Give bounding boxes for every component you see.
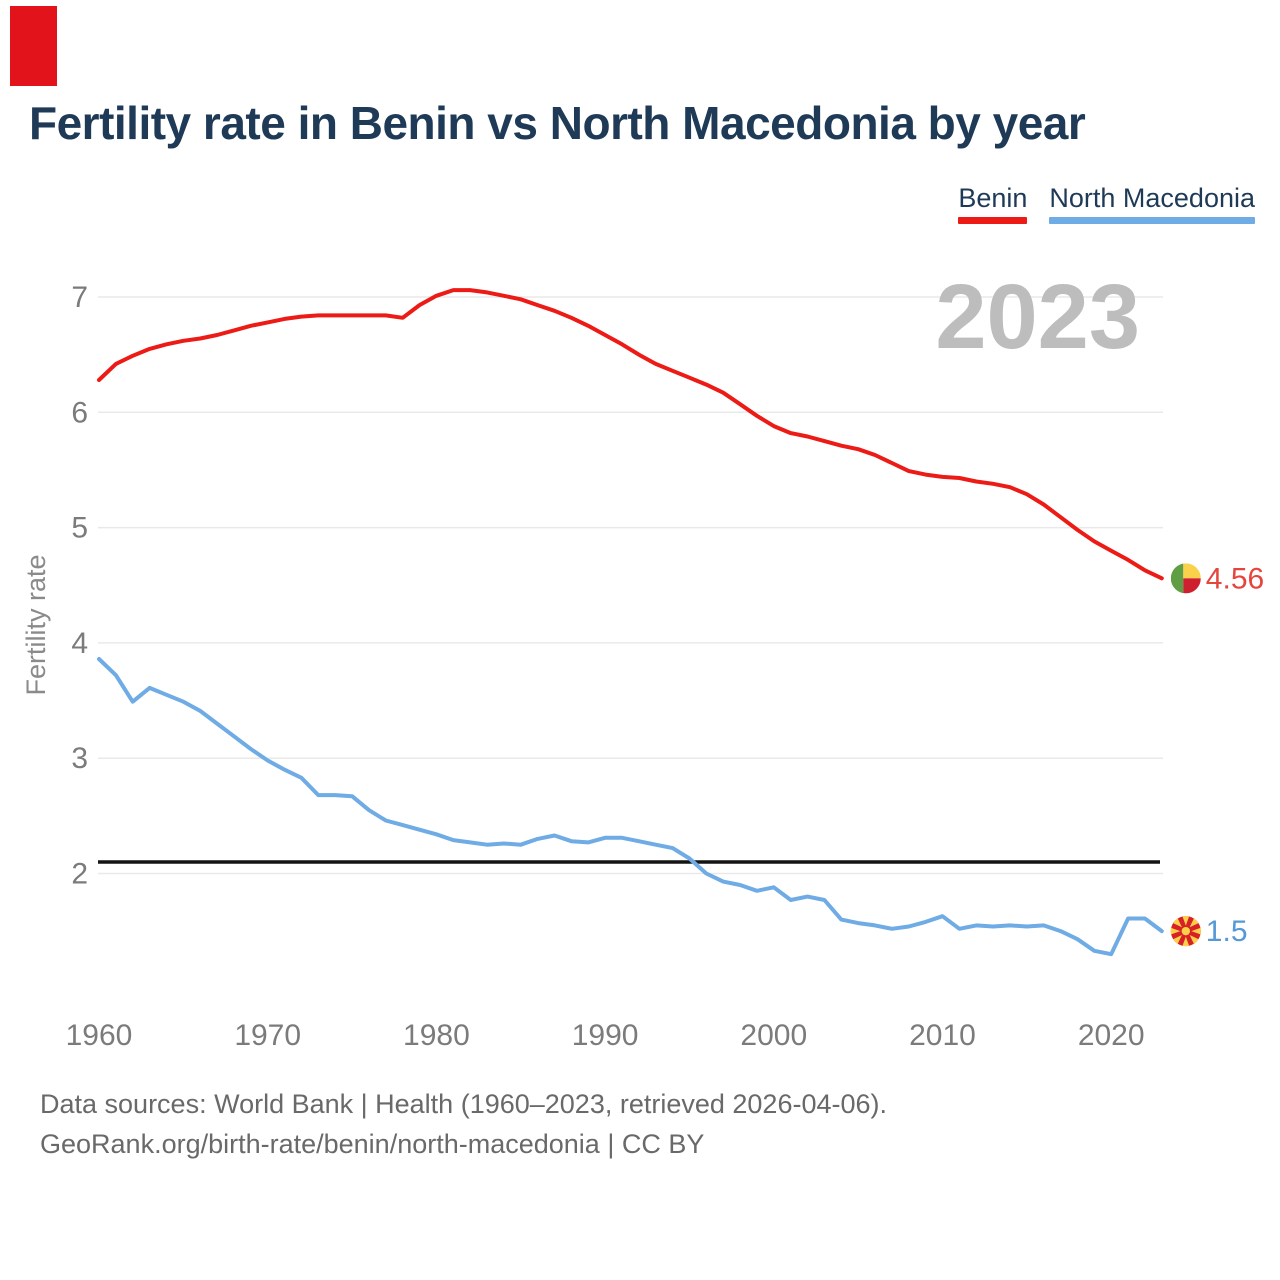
legend-item-benin[interactable]: Benin [958, 183, 1028, 224]
y-tick-label-7: 7 [71, 281, 88, 314]
series-line-benin [97, 288, 1164, 581]
y-tick-label-4: 4 [71, 627, 88, 660]
x-tick-label-1970: 1970 [234, 1019, 301, 1052]
legend: Benin North Macedonia [958, 183, 1255, 224]
x-tick-label-1960: 1960 [66, 1019, 133, 1052]
corner-mark [10, 6, 57, 86]
series-line-north-macedonia [97, 657, 1164, 957]
legend-swatch-north-macedonia [1049, 217, 1255, 224]
y-tick-label-6: 6 [71, 396, 88, 429]
legend-item-north-macedonia[interactable]: North Macedonia [1049, 183, 1255, 224]
x-tick-label-2000: 2000 [740, 1019, 807, 1052]
footer: Data sources: World Bank | Health (1960–… [40, 1084, 887, 1164]
page-title: Fertility rate in Benin vs North Macedon… [29, 97, 1086, 149]
y-axis-label: Fertility rate [21, 554, 51, 695]
watermark-year: 2023 [935, 266, 1140, 368]
y-tick-label-2: 2 [71, 858, 88, 891]
legend-label-north-macedonia: North Macedonia [1049, 183, 1255, 213]
y-tick-label-5: 5 [71, 512, 88, 545]
x-tick-label-1990: 1990 [572, 1019, 639, 1052]
legend-swatch-benin [958, 217, 1028, 224]
north-macedonia-flag-icon [1170, 916, 1201, 947]
end-value-label-north-macedonia: 1.5 [1206, 915, 1248, 948]
x-tick-label-2020: 2020 [1078, 1019, 1145, 1052]
x-tick-label-1980: 1980 [403, 1019, 470, 1052]
legend-label-benin: Benin [958, 183, 1028, 213]
footer-attribution: GeoRank.org/birth-rate/benin/north-maced… [40, 1129, 705, 1159]
benin-flag-icon [1170, 563, 1201, 594]
end-value-label-benin: 4.56 [1206, 562, 1264, 595]
x-tick-label-2010: 2010 [909, 1019, 976, 1052]
y-tick-label-3: 3 [71, 742, 88, 775]
footer-sources: Data sources: World Bank | Health (1960–… [40, 1089, 887, 1119]
